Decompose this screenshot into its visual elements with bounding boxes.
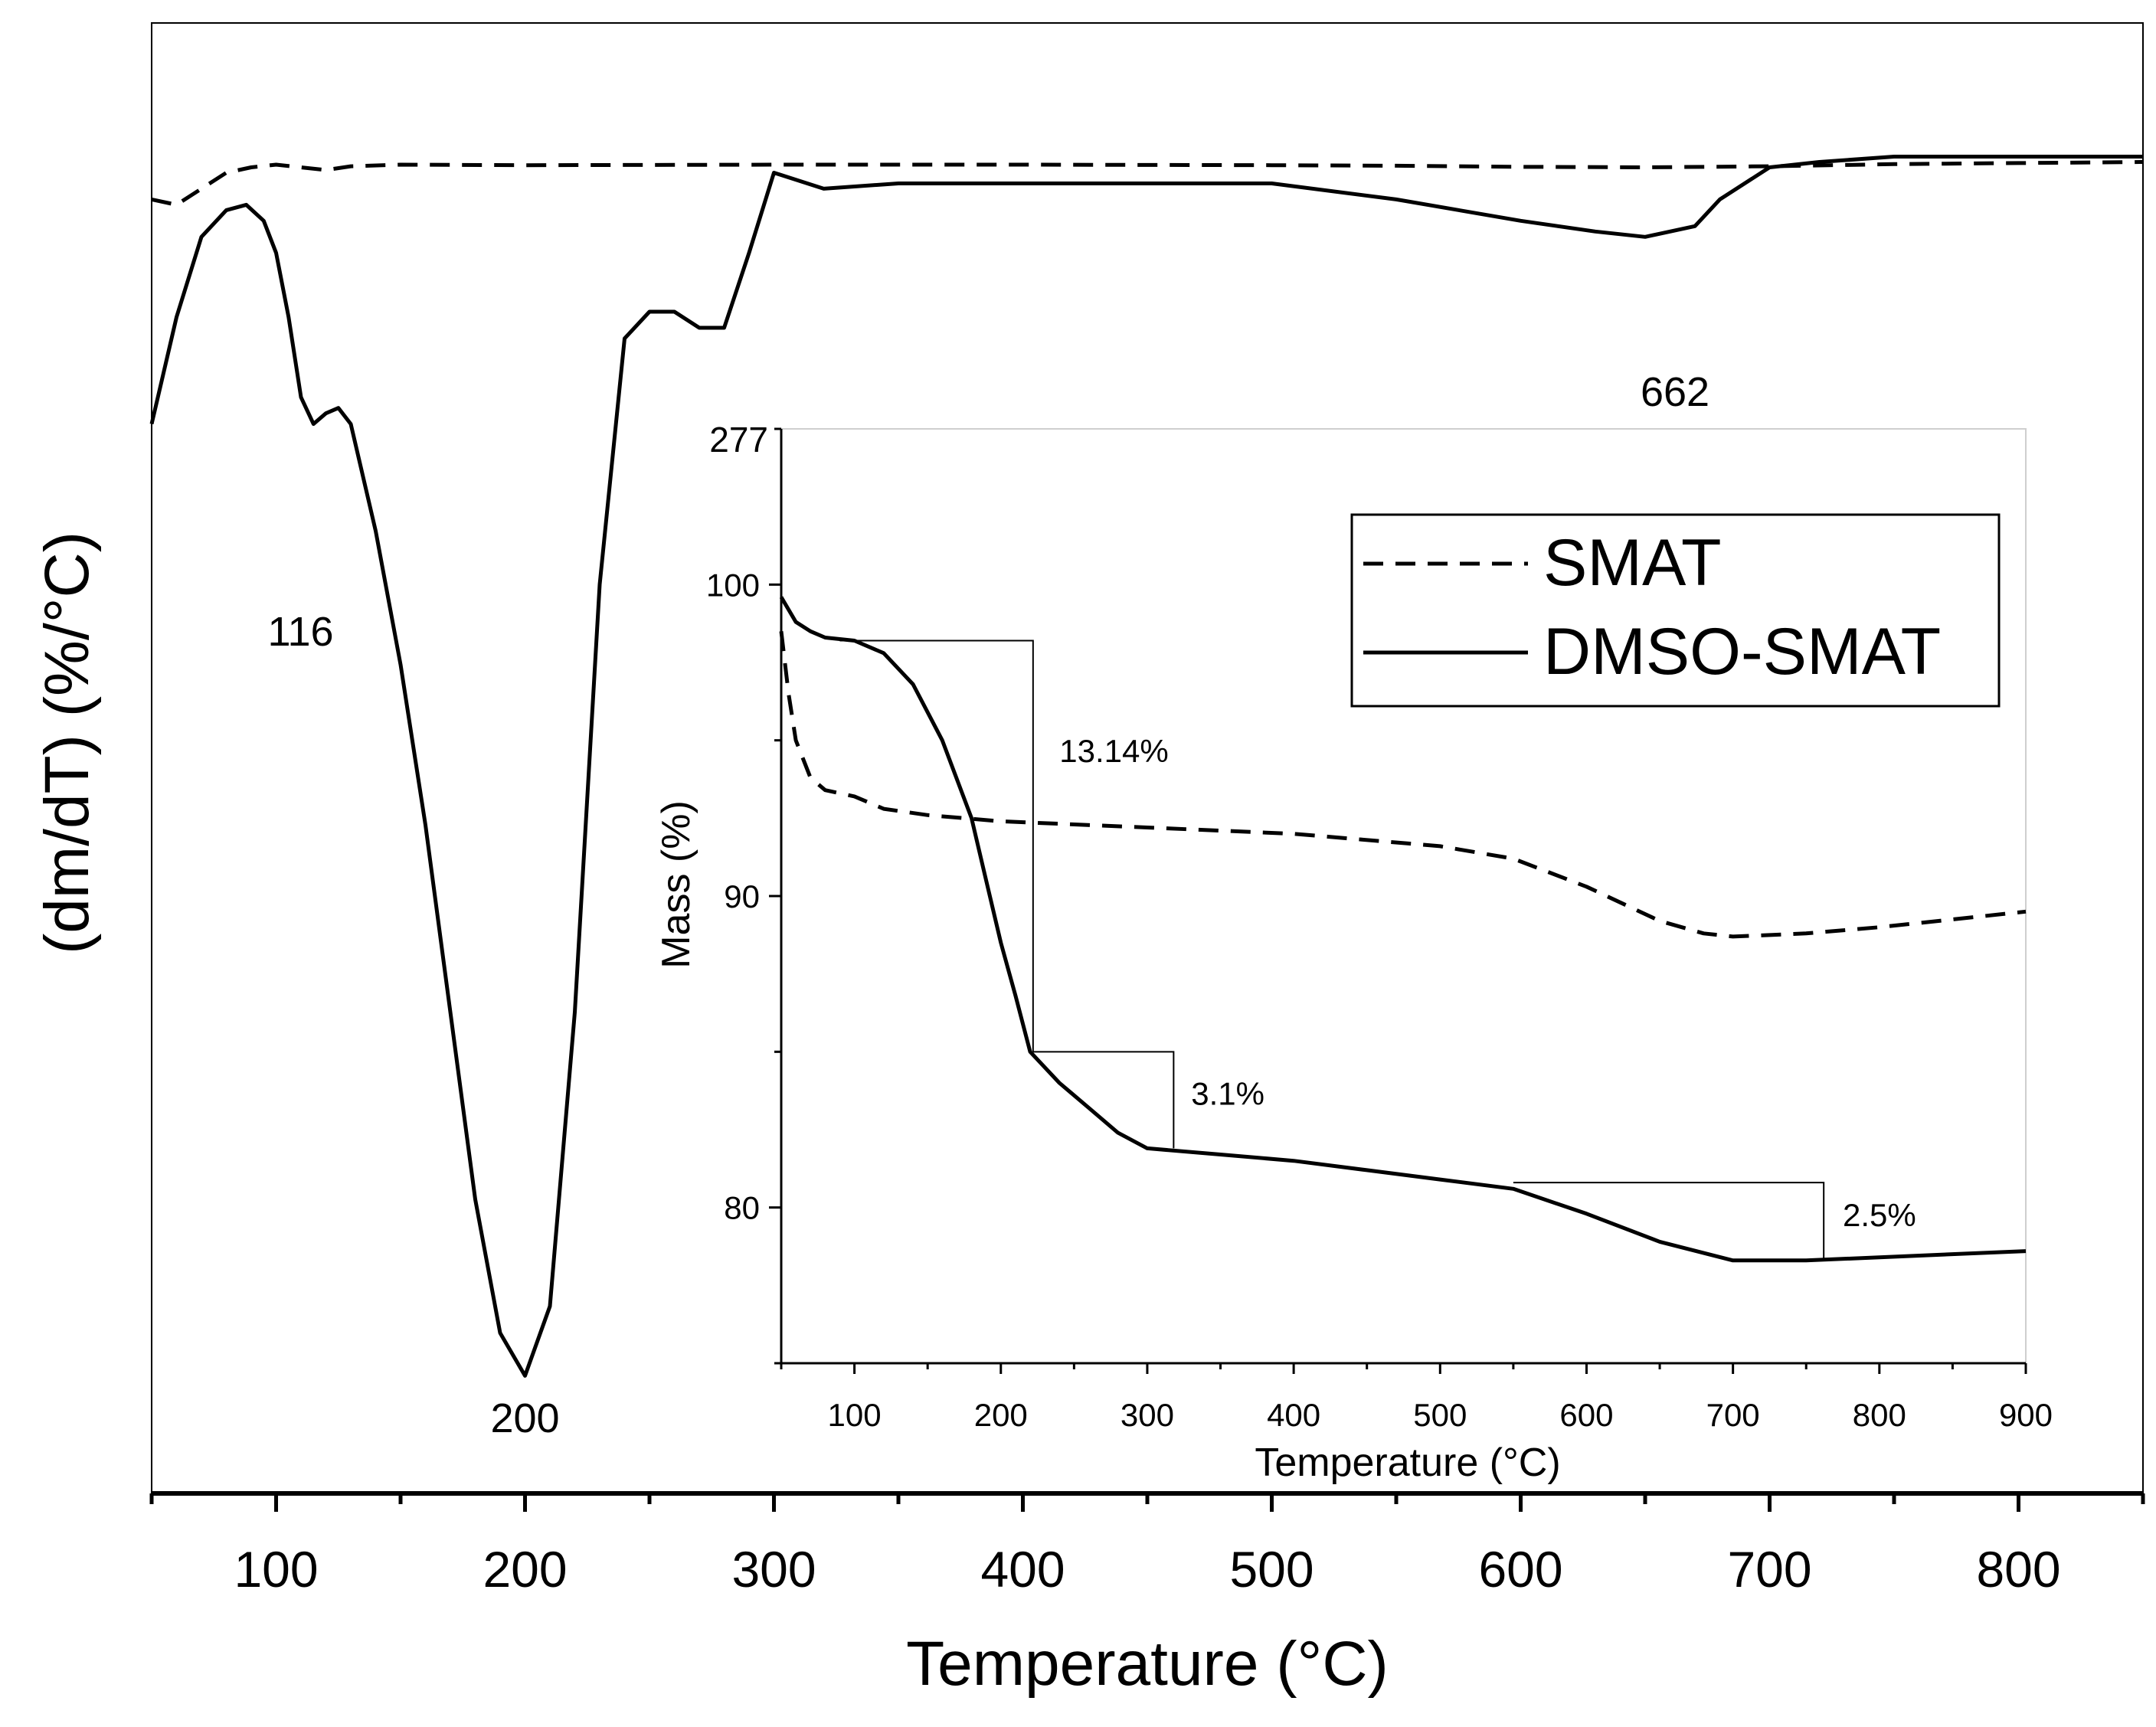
inset-annotation-1: 13.14% bbox=[1059, 733, 1168, 769]
inset-annotation-3: 2.5% bbox=[1843, 1197, 1916, 1233]
inset-x-tick-label: 100 bbox=[828, 1397, 882, 1433]
inset-series-group bbox=[779, 596, 2027, 1263]
inset-y-axis: 80 90 100 bbox=[706, 427, 781, 1365]
main-x-tick-label: 200 bbox=[483, 1541, 567, 1598]
inset-y-tick-label: 100 bbox=[706, 567, 760, 603]
legend-label-smat: SMAT bbox=[1543, 526, 1722, 600]
main-x-tick-label: 600 bbox=[1478, 1541, 1562, 1598]
main-annotation-116: 116 bbox=[267, 609, 333, 655]
inset-x-tick-label: 200 bbox=[974, 1397, 1028, 1433]
inset-y-tick-label: 80 bbox=[724, 1190, 760, 1226]
inset-y-tick-label: 90 bbox=[724, 878, 760, 914]
main-series-dmso-smat bbox=[149, 155, 2143, 1378]
main-x-axis-label: Temperature (°C) bbox=[906, 1629, 1389, 1699]
inset-x-tick-label: 500 bbox=[1413, 1397, 1467, 1433]
main-series-group bbox=[149, 155, 2144, 1378]
main-x-tick-label: 700 bbox=[1727, 1541, 1811, 1598]
inset-x-tick-label: 800 bbox=[1853, 1397, 1906, 1433]
main-annotations: 116 200 662 bbox=[267, 369, 1709, 1441]
main-y-axis-label: (dm/dT) (%/°C) bbox=[32, 532, 102, 954]
inset-x-axis: 100 200 300 400 500 600 700 800 900 bbox=[780, 1363, 2053, 1433]
inset-x-tick-label: 400 bbox=[1267, 1397, 1320, 1433]
main-x-tick-label: 100 bbox=[234, 1541, 318, 1598]
inset-x-tick-label: 600 bbox=[1559, 1397, 1613, 1433]
legend: SMAT DMSO-SMAT bbox=[1350, 513, 2001, 708]
main-x-tick-label: 500 bbox=[1229, 1541, 1314, 1598]
legend-label-dmso-smat: DMSO-SMAT bbox=[1543, 615, 1941, 689]
main-x-tick-label: 400 bbox=[980, 1541, 1065, 1598]
inset-x-tick-label: 900 bbox=[1999, 1397, 2053, 1433]
inset-step-guide-1 bbox=[839, 639, 1034, 1052]
inset-step-guide-2 bbox=[1032, 1051, 1175, 1149]
main-x-axis: 100 200 300 400 500 600 700 800 bbox=[149, 1491, 2145, 1598]
main-series-smat bbox=[151, 160, 2144, 207]
inset-series-dmso-smat bbox=[779, 596, 2027, 1263]
main-x-tick-label: 800 bbox=[1976, 1541, 2060, 1598]
inset-annotation-2: 3.1% bbox=[1191, 1075, 1264, 1111]
inset-y-axis-label: Mass (%) bbox=[654, 800, 698, 969]
main-annotation-200: 200 bbox=[490, 1395, 559, 1441]
legend-box bbox=[1350, 513, 2001, 708]
main-x-tick-label: 300 bbox=[731, 1541, 816, 1598]
inset-x-axis-label: Temperature (°C) bbox=[1255, 1441, 1560, 1485]
main-annotation-662: 662 bbox=[1641, 369, 1709, 415]
inset-annotations: 13.14% 3.1% 2.5% bbox=[1059, 733, 1916, 1233]
inset-step-guide-3 bbox=[1513, 1182, 1825, 1261]
inset-x-tick-label: 700 bbox=[1706, 1397, 1760, 1433]
inset-x-tick-label: 300 bbox=[1121, 1397, 1174, 1433]
main-plot: 100 200 300 400 500 600 700 800 116 200 662 Tempe… bbox=[32, 22, 2145, 1699]
inset-y-axis-top-label: 277 bbox=[709, 420, 768, 460]
inset-step-guides bbox=[839, 639, 1825, 1261]
